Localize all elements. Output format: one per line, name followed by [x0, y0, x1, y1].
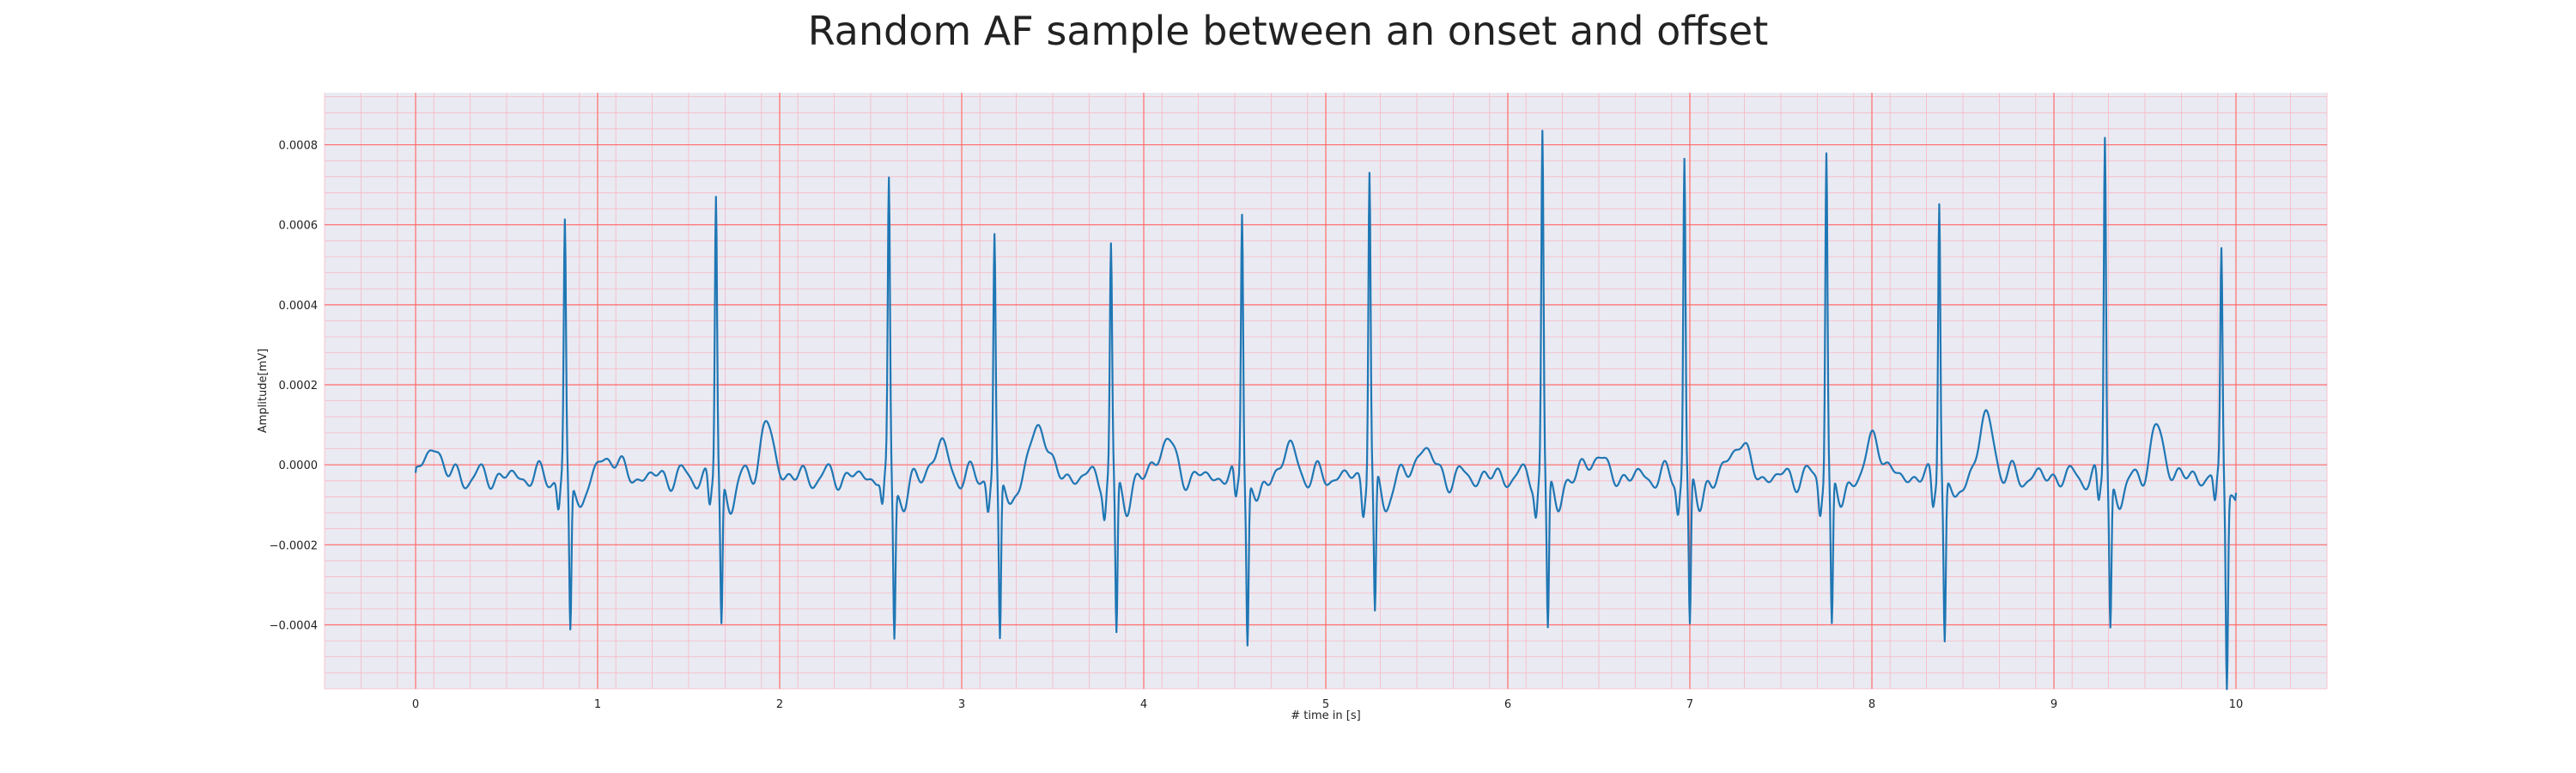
y-tick-label: 0.0000 [279, 460, 319, 472]
x-tick-label: 0 [412, 698, 419, 711]
ecg-signal-line [414, 130, 2238, 691]
x-tick-label: 2 [776, 698, 783, 711]
chart-title: Random AF sample between an onset and of… [808, 8, 1769, 54]
y-axis-ticks: −0.0004 −0.0002 0.0000 0.0002 0.0004 0.0006 0.… [270, 140, 318, 633]
x-tick-label: 1 [594, 698, 601, 711]
y-tick-label: 0.0002 [279, 380, 319, 393]
x-tick-label: 4 [1140, 698, 1147, 711]
x-tick-label: 7 [1686, 698, 1693, 711]
x-tick-label: 10 [2229, 698, 2244, 711]
y-axis-label: Amplitude[mV] [257, 349, 270, 433]
y-tick-label: −0.0004 [270, 619, 318, 632]
y-tick-label: 0.0004 [279, 300, 319, 313]
x-tick-label: 8 [1868, 698, 1875, 711]
x-tick-label: 5 [1322, 698, 1329, 711]
y-tick-label: −0.0002 [270, 539, 318, 552]
x-tick-label: 3 [958, 698, 965, 711]
x-axis-label: # time in [s] [1291, 709, 1360, 722]
x-tick-label: 9 [2050, 698, 2057, 711]
x-tick-label: 6 [1504, 698, 1511, 711]
y-tick-label: 0.0006 [279, 220, 319, 233]
y-tick-label: 0.0008 [279, 140, 319, 153]
major-grid [325, 93, 2327, 689]
x-axis-ticks: 0 1 2 3 4 5 6 7 8 9 10 [412, 698, 2243, 711]
